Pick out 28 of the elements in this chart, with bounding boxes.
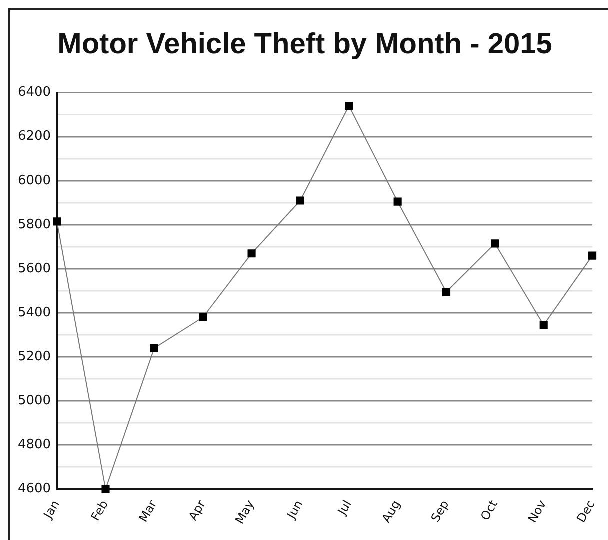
y-tick-label: 6200 — [18, 129, 52, 144]
y-tick-label: 5800 — [18, 217, 52, 232]
y-tick-label: 5600 — [18, 261, 52, 276]
x-tick-label: Jan — [40, 498, 62, 522]
point — [296, 196, 305, 205]
point — [588, 252, 597, 260]
x-tick-label: Jun — [284, 498, 306, 522]
x-tick-label: Jul — [334, 498, 354, 518]
y-tick-label: 5400 — [18, 305, 52, 320]
point — [53, 218, 62, 226]
y-tick-label: 5200 — [18, 350, 52, 365]
point — [442, 288, 451, 296]
y-tick-label: 4800 — [18, 438, 52, 453]
point — [150, 344, 158, 352]
y-tick-label: 4600 — [18, 482, 52, 497]
point — [345, 102, 354, 110]
y-tick-label: 6400 — [18, 85, 52, 100]
chart-title: Motor Vehicle Theft by Month - 2015 — [58, 28, 552, 60]
point — [394, 198, 402, 206]
point — [199, 313, 208, 322]
x-tick-label: Feb — [88, 498, 112, 524]
y-tick-label: 5000 — [18, 394, 52, 409]
y-tick-label: 6000 — [18, 173, 52, 188]
point — [102, 485, 110, 494]
x-tick-label: Oct — [478, 498, 501, 523]
point — [540, 321, 548, 330]
point — [491, 240, 500, 248]
point — [248, 250, 256, 258]
